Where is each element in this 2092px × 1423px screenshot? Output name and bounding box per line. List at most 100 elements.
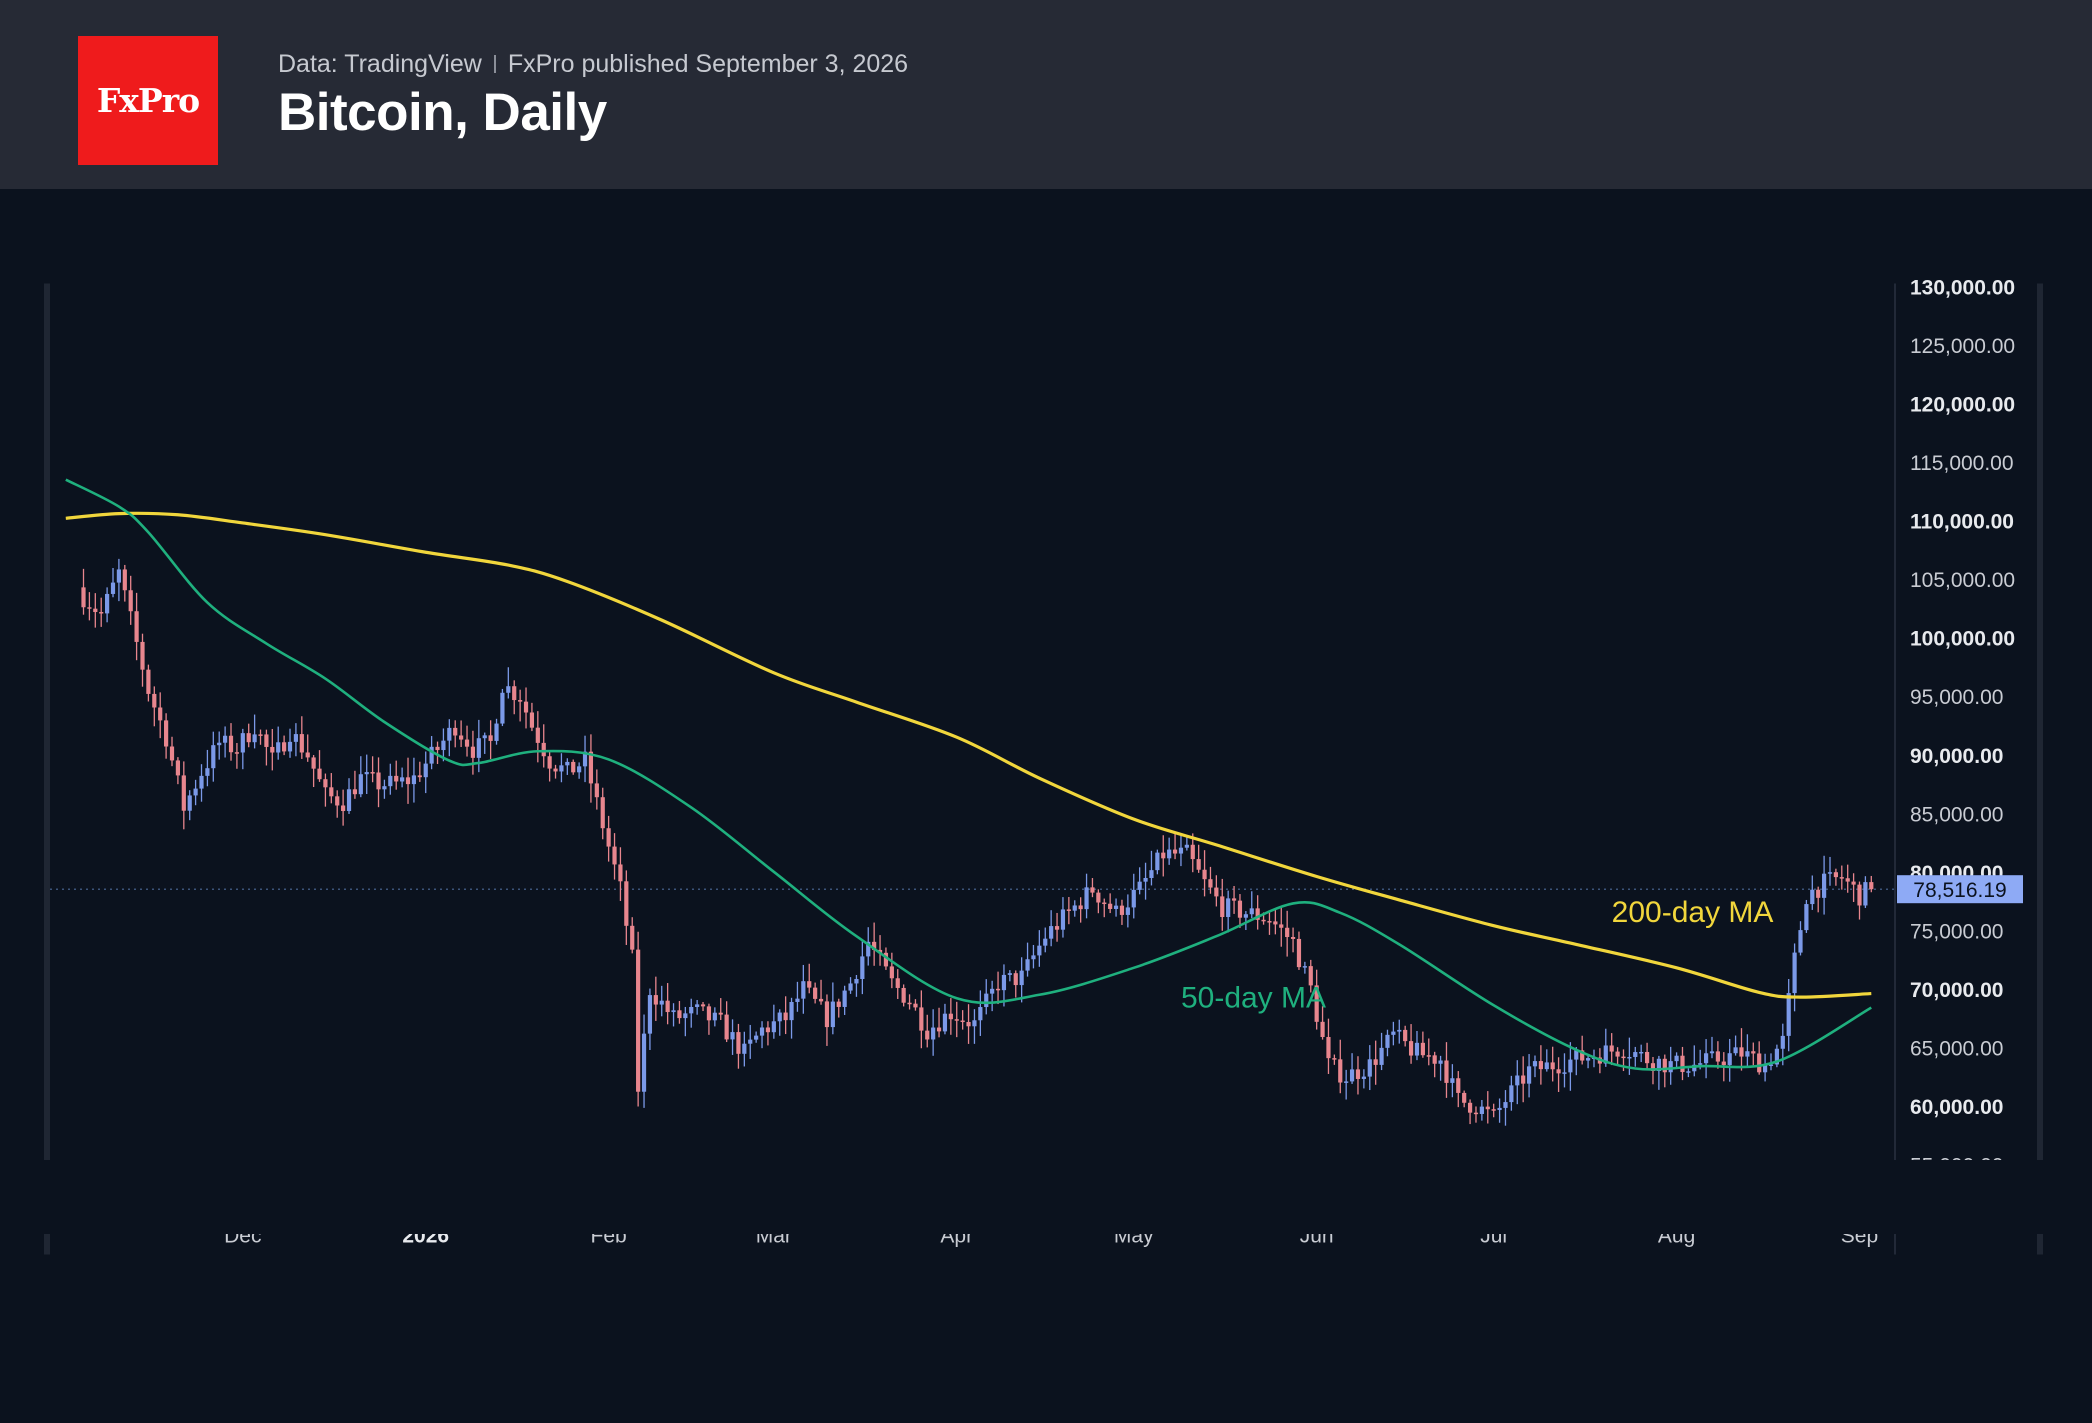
- candle-body: [329, 787, 334, 797]
- candle-body: [258, 734, 263, 736]
- candle-body: [872, 941, 877, 950]
- y-tick-label: 85,000.00: [1910, 803, 2003, 826]
- candle-body: [824, 1001, 830, 1028]
- candle-body: [1025, 959, 1030, 971]
- candle-body: [134, 611, 139, 642]
- y-tick-label: 90,000.00: [1910, 745, 2003, 768]
- brand-text: FxPro: [96, 81, 200, 120]
- candle-body: [352, 789, 358, 795]
- candle-body: [783, 1012, 788, 1021]
- candle-body: [1792, 952, 1797, 994]
- candle-body: [364, 772, 369, 775]
- candle-body: [1444, 1060, 1449, 1083]
- candle-body: [777, 1012, 782, 1022]
- candle-body: [830, 1001, 835, 1028]
- candle-body: [1379, 1047, 1384, 1065]
- candle-body: [512, 686, 517, 701]
- candle-body: [1633, 1052, 1638, 1057]
- candle-body: [954, 1019, 959, 1021]
- price-chart[interactable]: 130,000.00 125,000.00 120,000.00 115,000.00…: [0, 189, 2092, 1423]
- candle-body: [270, 746, 275, 753]
- y-tick-label: 115,000.00: [1910, 452, 2014, 475]
- candle-body: [1255, 908, 1260, 920]
- candle-body: [624, 881, 629, 926]
- candle-body: [1521, 1075, 1526, 1084]
- candle-body: [860, 956, 865, 979]
- y-tick-label: 95,000.00: [1910, 686, 2003, 709]
- candle-body: [1119, 905, 1125, 915]
- last-price-label: 78,516.19: [1913, 879, 2006, 902]
- candle-body: [1727, 1053, 1732, 1066]
- candle-body: [400, 777, 405, 782]
- candle-body: [1467, 1102, 1473, 1113]
- candle-body: [282, 742, 287, 752]
- candle-body: [1432, 1055, 1437, 1064]
- candle-body: [470, 746, 476, 758]
- candle-body: [1703, 1053, 1709, 1064]
- candle-body: [1798, 930, 1803, 953]
- candle-body: [1810, 889, 1815, 905]
- candle-body: [559, 765, 564, 772]
- candle-body: [529, 712, 535, 728]
- candle-body: [1774, 1048, 1779, 1065]
- candle-body: [1143, 878, 1148, 882]
- fxpro-logo: FxPro: [78, 36, 218, 165]
- candle-body: [187, 795, 192, 811]
- candle-body: [506, 686, 511, 693]
- y-tick-label: 105,000.00: [1910, 569, 2015, 592]
- candle-body: [1102, 902, 1107, 905]
- candle-body: [1709, 1051, 1715, 1054]
- candle-body: [494, 723, 499, 741]
- candle-body: [311, 757, 316, 769]
- candle-body: [205, 768, 210, 776]
- candle-body: [1491, 1109, 1496, 1111]
- candle-body: [435, 746, 440, 751]
- candle-body: [1644, 1051, 1650, 1064]
- candle-body: [287, 741, 293, 752]
- candle-body: [1851, 881, 1856, 885]
- candle-body: [665, 1000, 670, 1013]
- candle-body: [1296, 938, 1302, 968]
- candle-body: [653, 995, 658, 1005]
- candle-body: [706, 1006, 712, 1021]
- candle-body: [700, 1004, 706, 1007]
- candle-body: [1562, 1072, 1567, 1074]
- candle-body: [417, 775, 422, 778]
- header: FxPro Data: TradingView FxPro published …: [0, 0, 2092, 189]
- candle-body: [1172, 849, 1178, 854]
- candle-body: [1137, 881, 1142, 890]
- candle-body: [1733, 1047, 1738, 1054]
- candle-body: [223, 735, 228, 743]
- candle-body: [1857, 884, 1862, 906]
- ma50-line: [65, 478, 1872, 1071]
- ma200-line: [65, 511, 1872, 999]
- candle-body: [995, 988, 1001, 991]
- candle-body: [1066, 909, 1071, 911]
- candle-body: [547, 756, 552, 769]
- candle-body: [1479, 1106, 1484, 1114]
- last-price-tag: [1897, 875, 2023, 904]
- candle-body: [1013, 973, 1018, 986]
- candle-body: [459, 735, 464, 740]
- candle-body: [718, 1012, 723, 1015]
- candle-body: [1361, 1076, 1366, 1079]
- candle-body: [1585, 1058, 1591, 1061]
- candle-body: [712, 1012, 717, 1021]
- candle-body: [140, 641, 145, 670]
- candle-body: [1408, 1041, 1414, 1056]
- candle-body: [1833, 872, 1838, 878]
- candle-body: [1054, 926, 1060, 930]
- candle-body: [1456, 1078, 1461, 1093]
- candle-body: [370, 772, 375, 774]
- candle-body: [641, 1033, 647, 1092]
- candle-body: [1273, 921, 1278, 925]
- candle-body: [175, 760, 181, 776]
- candle-body: [335, 796, 340, 806]
- candle-body: [901, 987, 906, 1003]
- candle-body: [1243, 914, 1248, 918]
- candle-body: [1420, 1042, 1425, 1056]
- data-source: Data: TradingView: [278, 49, 482, 78]
- candle-body: [1627, 1056, 1632, 1059]
- candle-body: [99, 612, 104, 614]
- candle-body: [1639, 1051, 1644, 1054]
